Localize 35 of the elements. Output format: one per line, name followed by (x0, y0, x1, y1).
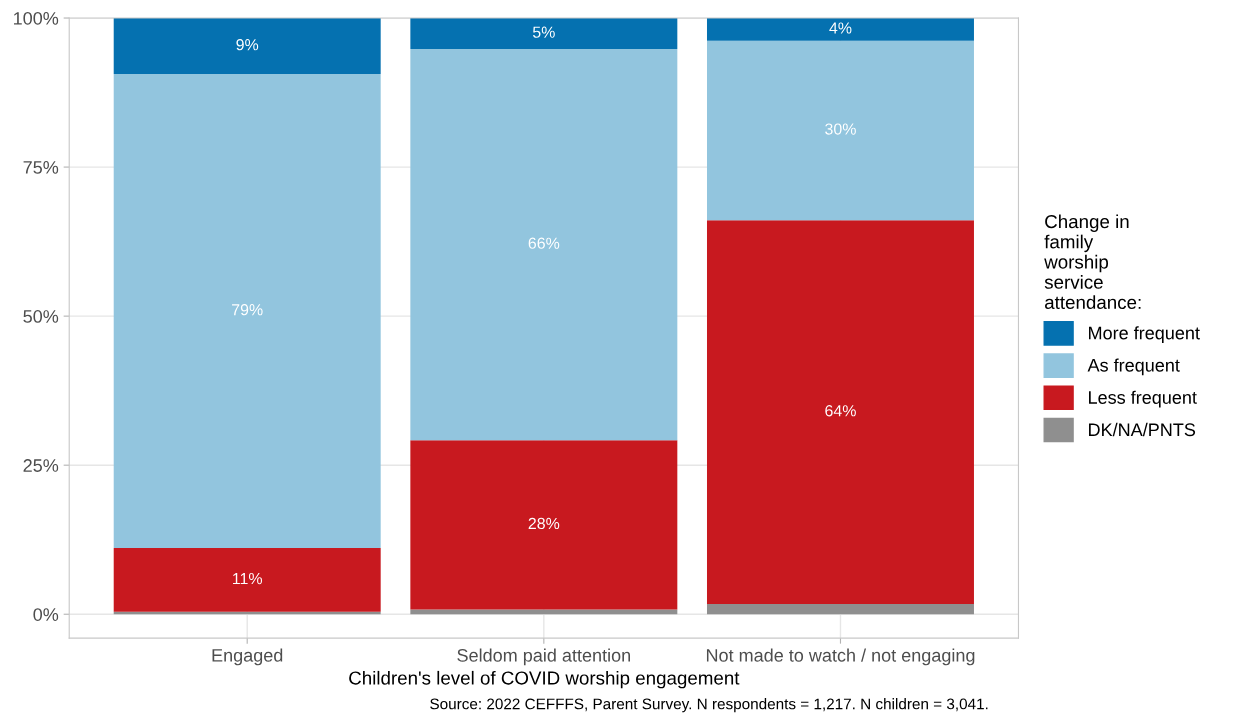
x-tick-label: Not made to watch / not engaging (706, 648, 975, 666)
bar (706, 18, 974, 41)
legend-label: DK/NA/PNTS (1089, 422, 1196, 437)
y-tick-label: 100% (14, 11, 59, 25)
data-label: 28% (528, 517, 560, 530)
bar (410, 609, 678, 615)
bar (113, 18, 381, 75)
x-tick-label: Seldom paid attention (457, 648, 630, 666)
y-tick-label: 50% (23, 310, 59, 323)
legend-label: Less frequent (1089, 390, 1197, 408)
data-label: 9% (236, 39, 259, 51)
data-label: 4% (829, 22, 852, 34)
bar (113, 74, 381, 549)
bar (706, 40, 974, 221)
legend-title: Change in family worship service attendance: (1044, 214, 1141, 310)
x-tick-label: Engaged (212, 648, 283, 666)
data-label: 79% (232, 304, 263, 316)
legend-label: More frequent (1089, 326, 1200, 344)
data-label: 30% (825, 123, 856, 135)
y-tick-label: 0% (33, 608, 59, 621)
data-label: 64% (825, 405, 856, 417)
source-note: Source: 2022 CEFFFS, Parent Survey. N respondents = 1,217. N children = 3,041. (430, 698, 988, 713)
y-tick-label: 75% (23, 161, 59, 174)
bar (113, 548, 381, 612)
data-label: 66% (528, 237, 560, 249)
bar (706, 604, 974, 615)
data-label: 5% (532, 26, 555, 38)
bar (410, 440, 678, 610)
y-tick-label: 25% (23, 459, 59, 472)
bar (410, 49, 678, 441)
x-axis-title: Children's level of COVID worship engagement (349, 670, 740, 689)
bar (706, 220, 974, 605)
legend-label: As frequent (1087, 358, 1180, 376)
bar (410, 18, 678, 50)
data-label: 11% (233, 573, 263, 585)
